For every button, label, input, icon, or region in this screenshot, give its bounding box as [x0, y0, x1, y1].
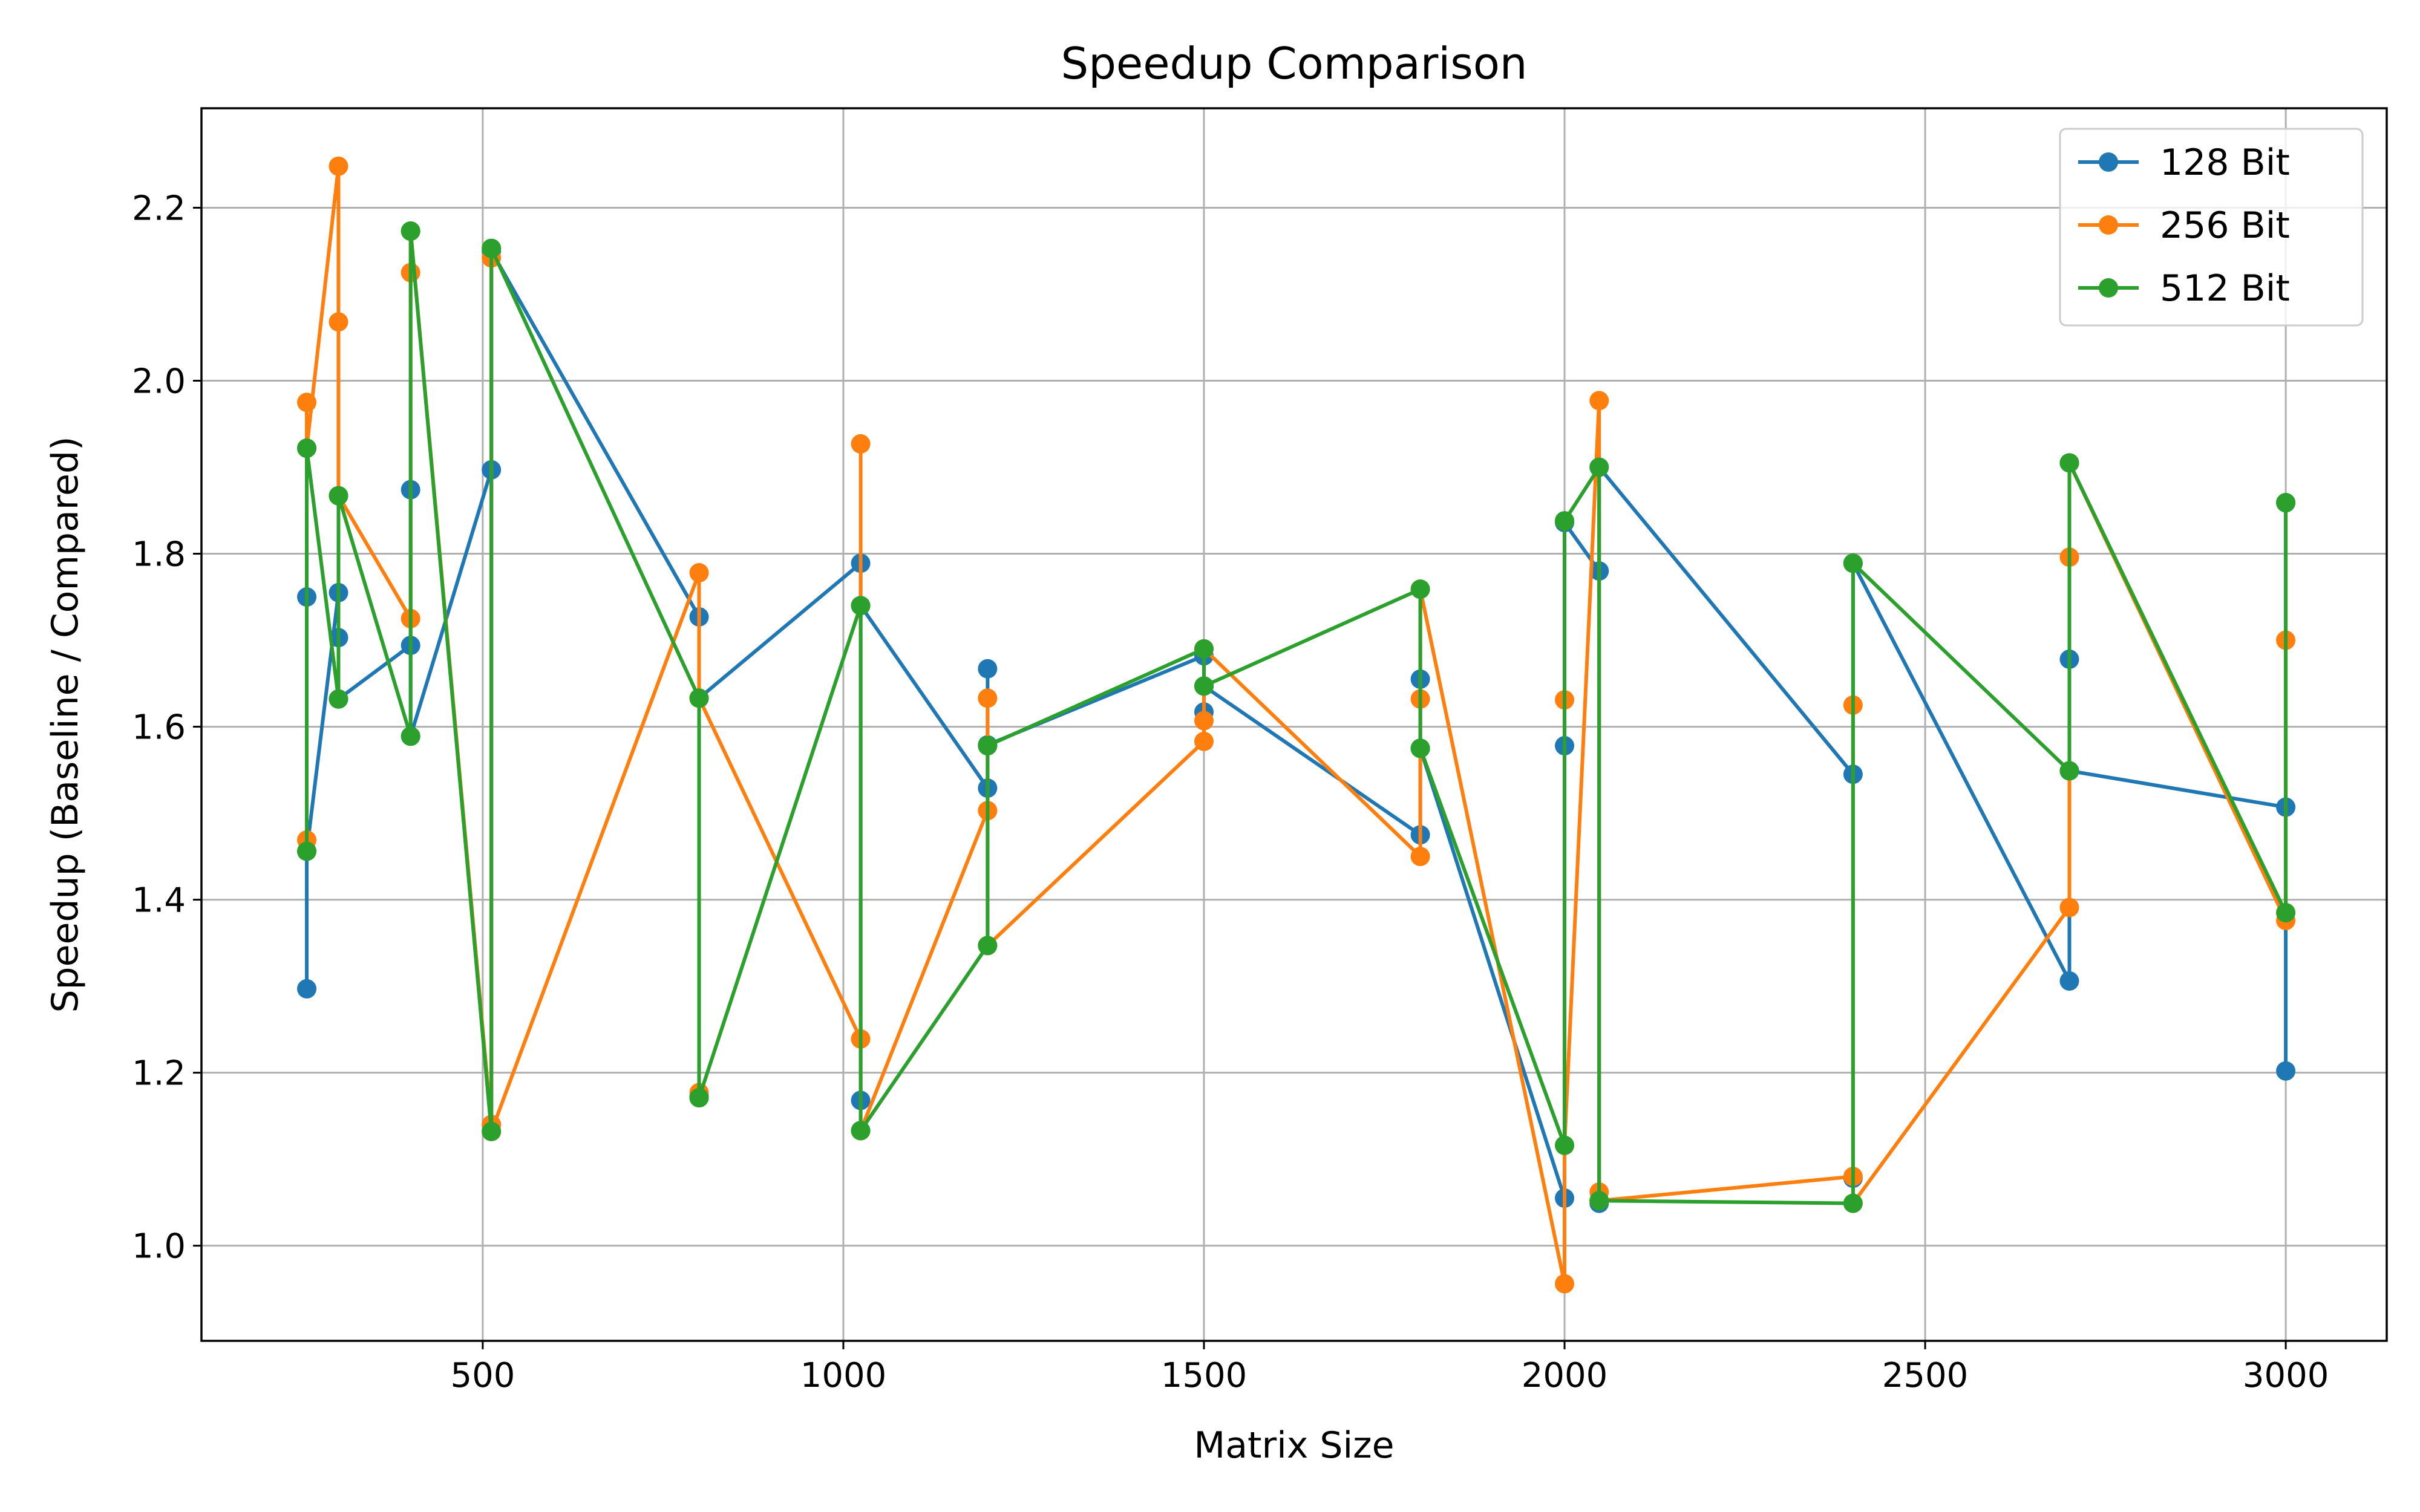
y-tick-label: 1.0: [132, 1227, 186, 1266]
data-point: [1410, 579, 1430, 599]
data-point: [978, 936, 998, 956]
data-point: [2059, 453, 2079, 473]
axis-ticks: 500 1000 1500 2000 2500 3000 1.0 1.2 1.4 1.6 1.8 2.…: [132, 189, 2329, 1395]
data-point: [1589, 391, 1609, 411]
data-point: [329, 156, 348, 176]
data-point: [1589, 457, 1609, 477]
data-point: [401, 221, 420, 241]
legend-label: 512 Bit: [2160, 267, 2290, 310]
data-point: [851, 434, 871, 454]
data-point: [401, 726, 420, 746]
data-point: [1410, 847, 1430, 867]
data-point: [1555, 1135, 1575, 1155]
data-point: [2276, 493, 2296, 513]
chart-title: Speedup Comparison: [1061, 38, 1527, 89]
x-tick-label: 500: [450, 1356, 515, 1395]
data-point: [851, 1121, 871, 1141]
legend: 128 Bit 256 Bit 512 Bit: [2059, 128, 2364, 327]
data-point: [297, 438, 317, 458]
data-point: [689, 688, 709, 708]
y-tick-label: 2.2: [132, 189, 186, 228]
data-point: [1555, 1274, 1575, 1294]
data-point: [329, 486, 348, 506]
legend-marker: [2099, 215, 2118, 235]
y-tick-label: 1.8: [132, 535, 186, 575]
data-point: [1410, 738, 1430, 758]
x-tick-label: 3000: [2243, 1356, 2329, 1395]
legend-label: 128 Bit: [2160, 142, 2290, 184]
x-tick-label: 2500: [1882, 1356, 1969, 1395]
y-tick-label: 1.4: [132, 881, 186, 921]
data-point: [297, 393, 317, 412]
data-point: [297, 979, 317, 999]
data-point: [2059, 761, 2079, 781]
y-tick-label: 1.6: [132, 708, 186, 748]
data-point: [1555, 511, 1575, 531]
x-axis-label: Matrix Size: [1194, 1424, 1394, 1467]
y-tick-label: 1.2: [132, 1054, 186, 1093]
data-point: [978, 659, 998, 679]
y-axis-label: Speedup (Baseline / Compared): [44, 436, 87, 1012]
data-point: [329, 312, 348, 332]
legend-box: [2059, 128, 2364, 327]
data-point: [1194, 639, 1214, 659]
data-point: [482, 238, 502, 258]
legend-marker: [2099, 152, 2118, 172]
data-point: [2059, 971, 2079, 991]
data-point: [2276, 903, 2296, 923]
legend-label: 256 Bit: [2160, 204, 2290, 247]
series-lines: [297, 156, 2296, 1294]
data-point: [482, 1121, 502, 1141]
legend-marker: [2099, 278, 2118, 298]
data-point: [1589, 1191, 1609, 1211]
data-point: [1194, 731, 1214, 751]
data-point: [329, 689, 348, 709]
y-tick-label: 2.0: [132, 362, 186, 402]
x-tick-label: 1000: [800, 1356, 887, 1395]
series-3: [297, 221, 2296, 1213]
data-point: [851, 596, 871, 616]
plot-area-frame: [200, 107, 2388, 1342]
data-point: [1843, 553, 1863, 573]
data-point: [297, 841, 317, 861]
data-point: [2059, 898, 2079, 917]
data-point: [978, 736, 998, 756]
data-point: [978, 688, 998, 708]
data-point: [1194, 676, 1214, 696]
data-point: [1194, 711, 1214, 731]
data-point: [689, 1088, 709, 1108]
data-point: [689, 563, 709, 583]
data-point: [1843, 1193, 1863, 1213]
x-tick-label: 2000: [1522, 1356, 1608, 1395]
x-tick-label: 1500: [1161, 1356, 1248, 1395]
series-line: [305, 229, 2288, 1205]
data-point: [2276, 1061, 2296, 1081]
